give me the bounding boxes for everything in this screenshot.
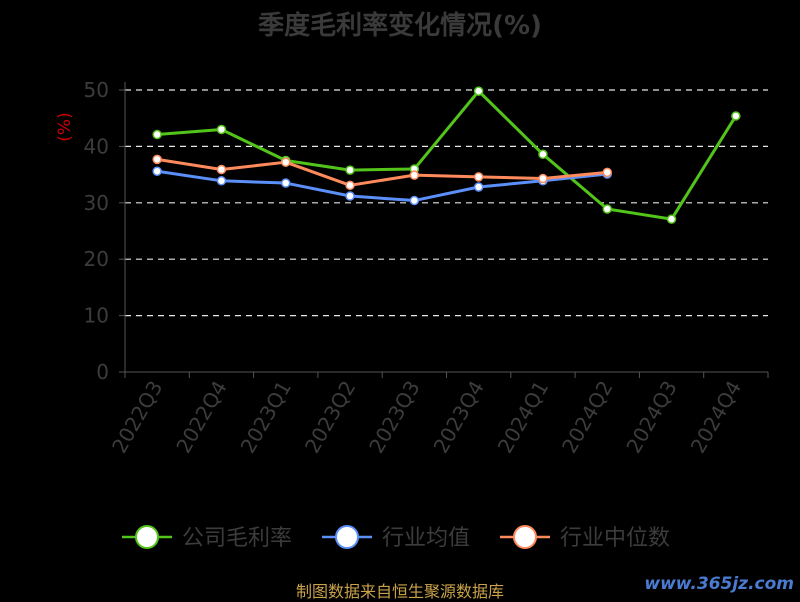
- y-tick-labels: 0 10 20 30 40 50: [84, 78, 109, 384]
- data-point[interactable]: [216, 124, 227, 135]
- legend-marker: [135, 525, 159, 549]
- data-point[interactable]: [152, 154, 162, 165]
- data-point[interactable]: [473, 182, 484, 192]
- data-point[interactable]: [345, 165, 355, 175]
- legend-item[interactable]: 行业均值: [322, 525, 470, 551]
- x-tick-label: 2023Q3: [364, 377, 424, 458]
- y-tick-label: 0: [96, 360, 109, 384]
- data-point[interactable]: [345, 180, 355, 191]
- x-tick-label: 2023Q2: [300, 377, 360, 458]
- data-point[interactable]: [152, 129, 162, 140]
- x-tick-label: 2022Q4: [171, 377, 231, 458]
- data-point[interactable]: [216, 164, 227, 175]
- legend[interactable]: 公司毛利率 行业均值 行业中位数: [122, 525, 670, 551]
- y-tick-label: 50: [84, 78, 109, 102]
- series-line: [157, 89, 738, 221]
- data-point[interactable]: [538, 173, 548, 184]
- series-group: [152, 86, 741, 224]
- data-point[interactable]: [602, 204, 612, 214]
- x-tick-label: 2024Q4: [686, 377, 746, 458]
- y-tick-label: 40: [84, 134, 109, 158]
- x-tick-label: 2024Q2: [557, 377, 617, 458]
- data-point[interactable]: [473, 172, 484, 182]
- legend-label: 行业中位数: [560, 526, 670, 551]
- grid-lines: [119, 89, 768, 373]
- watermark: www.365jz.com: [644, 574, 794, 594]
- data-point[interactable]: [473, 86, 484, 96]
- axes: [124, 82, 769, 378]
- series-line: [156, 157, 608, 187]
- data-point[interactable]: [281, 157, 291, 167]
- x-tick-label: 2023Q4: [429, 377, 489, 458]
- data-point[interactable]: [281, 178, 291, 188]
- legend-item[interactable]: 公司毛利率: [122, 525, 292, 551]
- legend-marker: [513, 525, 537, 549]
- y-tick-label: 30: [84, 191, 109, 215]
- x-tick-labels: 2022Q3 2022Q4 2023Q1 2023Q2 2023Q3 2023Q4 2024…: [107, 377, 746, 458]
- series-line: [156, 169, 608, 203]
- y-axis-unit: (%): [55, 112, 75, 141]
- data-point[interactable]: [345, 191, 355, 201]
- data-point[interactable]: [409, 195, 420, 206]
- x-tick-label: 2024Q3: [621, 377, 681, 458]
- y-tick-label: 20: [84, 247, 109, 271]
- x-tick-label: 2023Q1: [236, 377, 296, 458]
- legend-item[interactable]: 行业中位数: [500, 525, 670, 551]
- legend-label: 公司毛利率: [182, 526, 292, 551]
- legend-marker: [335, 525, 359, 549]
- data-point[interactable]: [409, 170, 420, 180]
- x-tick-label: 2022Q3: [107, 377, 167, 458]
- data-point[interactable]: [731, 111, 741, 121]
- data-point[interactable]: [666, 214, 677, 224]
- legend-label: 行业均值: [382, 526, 470, 551]
- data-point[interactable]: [152, 166, 162, 176]
- chart-title: 季度毛利率变化情况(%): [258, 10, 542, 41]
- y-tick-label: 10: [84, 304, 109, 328]
- x-tick-label: 2024Q1: [493, 377, 553, 458]
- data-point[interactable]: [602, 167, 612, 178]
- data-point[interactable]: [538, 149, 548, 160]
- data-source-note: 制图数据来自恒生聚源数据库: [295, 582, 504, 601]
- data-point[interactable]: [216, 176, 227, 186]
